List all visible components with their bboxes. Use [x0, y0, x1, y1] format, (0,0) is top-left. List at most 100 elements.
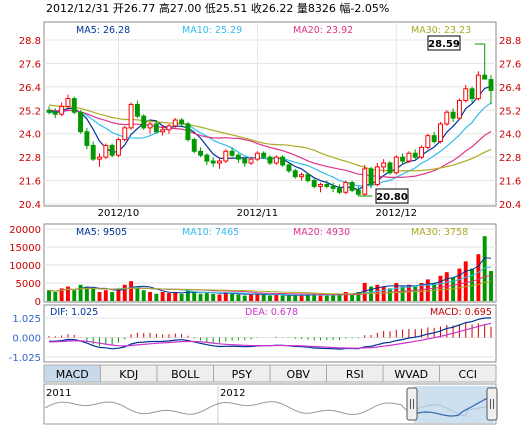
- candle-body: [84, 131, 90, 146]
- volume-bar: [204, 292, 209, 301]
- volume-ma-label: MA5: 9505: [76, 227, 127, 238]
- volume-bar: [413, 286, 418, 301]
- volume-bar: [350, 293, 355, 301]
- candle-body: [78, 111, 84, 133]
- volume-bar: [286, 295, 291, 301]
- candle-body: [128, 103, 134, 129]
- navigator-handle[interactable]: [486, 387, 498, 421]
- tab-wvad[interactable]: WVAD: [382, 364, 440, 383]
- volume-bar: [476, 254, 481, 301]
- volume-bar: [230, 293, 235, 301]
- tab-rsi[interactable]: RSI: [326, 364, 384, 383]
- macd-dea-label: DEA: 0.678: [245, 307, 298, 318]
- volume-bar: [242, 295, 247, 301]
- price-x-label: 2012/10: [98, 208, 140, 219]
- candle-body: [475, 74, 481, 100]
- macd-y-tick: 1.025: [12, 314, 41, 325]
- volume-bar: [280, 295, 285, 301]
- volume-bar: [343, 292, 348, 301]
- volume-ma30-line: [48, 281, 492, 295]
- price-panel[interactable]: 28.8 27.6 26.4 25.2 24.0 22.8 21.6 20.4 28.8 27.…: [19, 21, 522, 219]
- volume-bar: [261, 294, 266, 301]
- candle-body: [400, 156, 406, 162]
- price-y-ticks-left: 28.8 27.6 26.4 25.2 24.0 22.8 21.6 20.4: [19, 36, 41, 211]
- price-ma20-line: [48, 109, 492, 179]
- tab-psy[interactable]: PSY: [213, 364, 271, 383]
- candle-body: [374, 166, 380, 185]
- volume-bar: [337, 293, 342, 301]
- tab-label: BOLL: [171, 368, 200, 381]
- candle-body: [450, 111, 456, 119]
- candle-body: [343, 182, 349, 193]
- tab-cci[interactable]: CCI: [439, 364, 497, 383]
- price-y-tick-right: 26.4: [499, 83, 521, 94]
- time-navigator[interactable]: 2011 2012: [43, 383, 498, 425]
- candle-body: [349, 182, 355, 191]
- candle-body: [210, 160, 216, 164]
- price-ma30-line: [48, 104, 492, 172]
- candle-body: [65, 98, 71, 107]
- volume-bar: [129, 281, 134, 301]
- price-y-tick-right: 22.8: [499, 153, 521, 164]
- volume-panel[interactable]: 20000 15000 10000 5000 0 MA5: 9505 MA10: 7465…: [9, 223, 497, 308]
- volume-ma-label: MA30: 3758: [411, 227, 468, 238]
- volume-bar: [305, 294, 310, 301]
- candle-body: [134, 103, 140, 117]
- volume-bar: [223, 292, 228, 301]
- tab-label: WVAD: [394, 368, 428, 381]
- candle-body: [261, 152, 267, 158]
- tab-macd[interactable]: MACD: [43, 364, 101, 383]
- volume-bar: [362, 283, 367, 301]
- tab-obv[interactable]: OBV: [269, 364, 327, 383]
- candle-body: [438, 123, 443, 143]
- candle-body: [122, 127, 128, 141]
- price-ma-label: MA10: 25.29: [182, 25, 242, 36]
- price-y-tick-left: 24.0: [19, 130, 41, 141]
- volume-ma-label: MA10: 7465: [182, 227, 239, 238]
- navigator-handle[interactable]: [406, 387, 418, 421]
- macd-y-tick: 0.000: [12, 334, 41, 345]
- price-y-tick-right: 27.6: [499, 59, 521, 70]
- volume-y-tick: 15000: [9, 243, 41, 254]
- candle-body: [318, 183, 323, 187]
- macd-histogram: [48, 323, 492, 346]
- macd-lines: [48, 317, 492, 350]
- price-x-label: 2012/12: [376, 208, 418, 219]
- candle-body: [248, 158, 254, 164]
- volume-bar: [78, 284, 83, 301]
- price-y-tick-right: 25.2: [499, 106, 521, 117]
- volume-bar: [299, 295, 304, 301]
- price-y-tick-right: 21.6: [499, 177, 521, 188]
- volume-bar: [91, 288, 96, 301]
- macd-panel[interactable]: 1.025 0.000 -1.025 DIF: 1.025 DEA: 0.678 M…: [9, 304, 497, 364]
- candle-body: [330, 185, 336, 189]
- candle-body: [362, 168, 368, 195]
- candle-body: [311, 180, 317, 187]
- candle-body: [280, 156, 286, 166]
- candle-body: [286, 164, 292, 172]
- price-ma-label: MA20: 23.92: [293, 25, 353, 36]
- candle-body: [305, 174, 311, 182]
- low-marker-box: [375, 188, 409, 204]
- candle-body: [482, 74, 488, 80]
- candle-body: [71, 98, 77, 113]
- tab-kdj[interactable]: KDJ: [100, 364, 158, 383]
- tab-boll[interactable]: BOLL: [156, 364, 214, 383]
- volume-bar: [274, 294, 279, 301]
- navigator-selection-line: [413, 393, 495, 417]
- price-y-tick-right: 28.8: [499, 36, 521, 47]
- candle-body: [103, 144, 109, 158]
- volume-bar: [406, 284, 411, 301]
- price-y-ticks-right: 28.8 27.6 26.4 25.2 24.0 22.8 21.6 20.4: [499, 36, 521, 211]
- volume-bar: [268, 295, 272, 301]
- volume-bar: [249, 294, 254, 301]
- candle-body: [406, 152, 412, 162]
- candle-body: [444, 111, 450, 125]
- candle-body: [412, 152, 418, 158]
- navigator-label-2011: 2011: [46, 388, 71, 399]
- candle-body: [299, 174, 305, 178]
- volume-y-tick: 20000: [9, 225, 41, 236]
- price-y-tick-left: 22.8: [19, 153, 41, 164]
- tab-label: CCI: [458, 368, 477, 381]
